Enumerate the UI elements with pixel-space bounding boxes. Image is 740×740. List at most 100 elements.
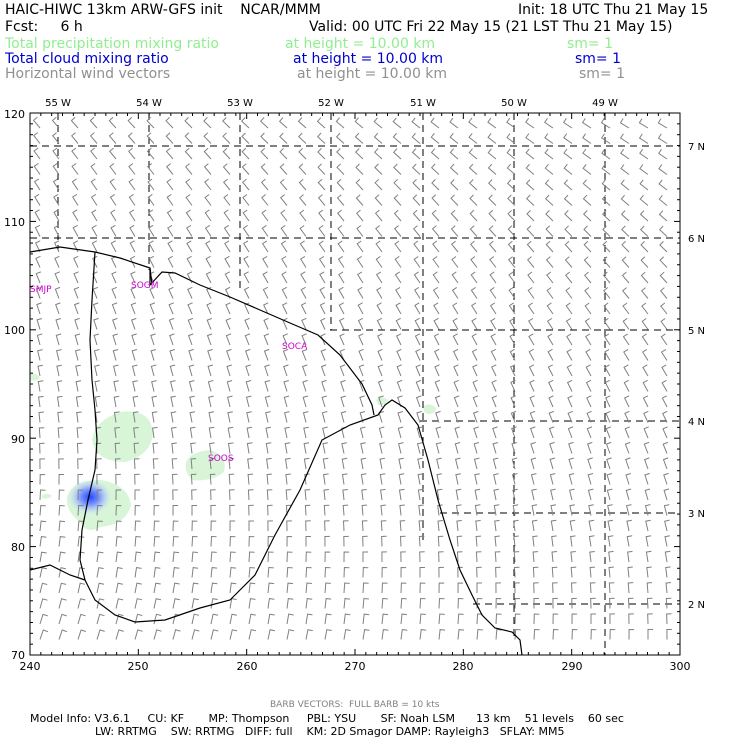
wind-barb [317,163,326,175]
wind-barb [644,488,651,501]
latlon-grid [30,113,680,655]
wind-barb [131,333,137,346]
wind-barb [453,395,460,408]
field-cloud-height: at height = 10.00 km [293,51,444,67]
wind-barb [248,598,256,609]
wind-barb [260,147,269,160]
wind-barb [340,379,346,392]
wind-barb [343,551,350,563]
wind-barb [77,598,86,609]
wind-barb [148,224,155,237]
wind-barb [302,395,309,408]
wind-barb [662,457,669,470]
wind-barb [94,380,100,392]
wind-barb [430,163,440,175]
wind-barb [567,426,574,439]
wind-barb [286,598,294,609]
wind-barb [39,613,48,625]
wind-barb [300,271,307,284]
wind-barb [108,132,117,144]
wind-barb [658,149,668,160]
wind-barb [563,133,573,144]
wind-barb [168,317,175,330]
wind-barb [191,629,200,640]
wind-barb [419,582,426,594]
wind-barb [586,426,593,439]
wind-barb [601,133,611,144]
wind-barb [510,410,517,423]
wind-barb [545,210,554,222]
wind-barb [544,148,554,160]
wind-barb [362,613,370,625]
x-tick-300: 300 [670,660,691,673]
wind-barb [360,473,367,485]
wind-barb [223,194,231,206]
wind-barb [528,348,535,361]
wind-barb [544,179,554,191]
wind-barb [492,442,499,454]
wind-barb [400,551,406,563]
wind-barb [279,178,288,191]
wind-barb [621,271,630,284]
wind-barb [639,225,649,237]
wind-barb [74,349,81,361]
wind-barb [171,442,177,454]
wind-barb [454,410,460,423]
wind-barb [493,473,499,485]
wind-barb [343,598,351,609]
wind-barb [77,489,84,501]
wind-barb [286,582,294,594]
wind-barb [108,116,117,129]
wind-barb [622,333,630,346]
wind-barb [169,349,175,361]
wind-barb [241,163,250,175]
wind-barb [470,271,478,284]
wind-barb [373,148,383,160]
wind-barb [339,348,345,361]
wind-barb [134,567,142,578]
wind-barb [488,240,497,253]
wind-barb [127,116,136,129]
wind-barb [94,395,101,408]
wind-barb [621,287,630,299]
wind-barb [184,147,193,160]
precip-blob [42,493,52,499]
wind-barb [418,520,425,532]
wind-barb [166,178,174,191]
wind-barb [392,117,402,129]
wind-barb [39,504,46,516]
wind-barb [77,504,84,516]
wind-barb [130,302,137,315]
wind-barb [604,364,611,377]
wind-barb [393,209,402,222]
wind-barb [55,302,61,315]
wind-barb [657,133,668,144]
wind-barb [52,162,60,175]
wind-barb [203,147,212,160]
wind-barb [110,240,117,253]
wind-barb [621,225,630,237]
wind-barb [564,240,573,253]
wind-barb [113,411,120,423]
wind-barb [227,411,233,423]
wind-barb [527,271,535,284]
wind-barb [545,225,554,237]
wind-barb [602,271,611,284]
wind-barb [263,348,270,361]
model-info-line-2: LW: RRTMG SW: RRTMG DIFF: full KM: 2D Sm… [95,725,565,738]
wind-barb [565,302,573,315]
wind-barb [166,209,174,222]
wind-barb [469,225,478,237]
wind-barb [584,317,592,330]
wind-barb [548,426,555,439]
wind-barb [562,118,573,129]
wind-barb [223,224,231,237]
wind-barb [305,613,313,625]
wind-barb [661,379,668,392]
wind-barb [437,504,443,516]
wind-barb [394,255,402,268]
wind-barb [204,224,212,237]
wind-barb [128,163,136,175]
wind-barb [506,179,516,191]
wind-barb [131,364,138,377]
